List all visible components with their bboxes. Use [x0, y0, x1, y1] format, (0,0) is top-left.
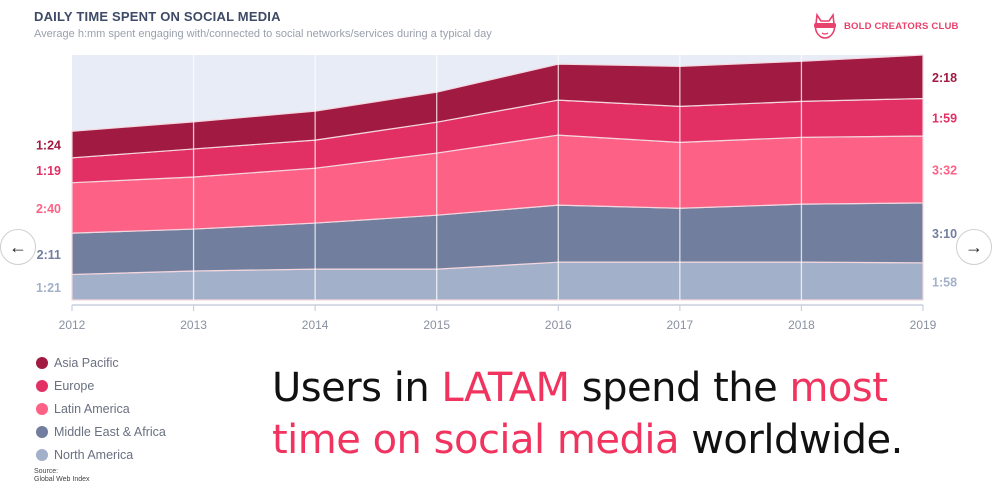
- legend-label: Europe: [54, 378, 95, 393]
- start-value-label: 1:24: [36, 139, 61, 153]
- headline-highlight: LATAM: [441, 365, 570, 411]
- end-value-label: 1:58: [932, 275, 957, 289]
- headline-line-1: Users in LATAM spend the most: [272, 362, 903, 414]
- start-value-label: 1:21: [36, 281, 61, 295]
- start-value-label: 1:19: [36, 164, 61, 178]
- chart-title: DAILY TIME SPENT ON SOCIAL MEDIA: [34, 9, 281, 24]
- x-tick-label: 2015: [423, 318, 450, 332]
- arrow-right-icon: →: [965, 236, 983, 257]
- legend-label: Latin America: [54, 401, 130, 416]
- previous-slide-button[interactable]: ←: [0, 229, 36, 265]
- area-asia-pacific: [71, 54, 924, 159]
- legend-label: Asia Pacific: [54, 355, 119, 370]
- arrow-left-icon: ←: [9, 236, 27, 257]
- headline-text: worldwide.: [678, 417, 903, 463]
- legend-item: Latin America: [36, 397, 166, 420]
- legend-swatch: [36, 402, 48, 415]
- chart-subtitle: Average h:mm spent engaging with/connect…: [34, 28, 492, 40]
- headline-text: Users in: [272, 365, 442, 411]
- end-value-label: 1:59: [932, 111, 957, 125]
- headline: Users in LATAM spend the most time on so…: [272, 362, 903, 466]
- next-slide-button[interactable]: →: [956, 229, 992, 265]
- headline-text: spend the: [569, 365, 790, 411]
- legend-item: North America: [36, 443, 166, 466]
- headline-line-2: time on social media worldwide.: [272, 414, 903, 466]
- x-tick-label: 2017: [667, 318, 694, 332]
- brand-logo: BOLD CREATORS CLUB: [812, 12, 959, 40]
- legend-item: Europe: [36, 374, 166, 397]
- legend-swatch: [36, 379, 48, 392]
- brand-name: BOLD CREATORS CLUB: [844, 20, 959, 32]
- end-value-label: 3:32: [932, 163, 957, 177]
- x-tick-label: 2013: [180, 318, 207, 332]
- x-tick-label: 2014: [302, 318, 329, 332]
- legend-item: Asia Pacific: [36, 351, 166, 374]
- x-tick-label: 2018: [788, 318, 815, 332]
- x-tick-label: 2016: [545, 318, 572, 332]
- x-tick-label: 2012: [59, 318, 86, 332]
- source-label: Source:: [34, 468, 59, 475]
- source-name: Global Web Index: [34, 476, 90, 483]
- start-value-label: 2:11: [37, 248, 61, 262]
- x-tick-label: 2019: [910, 318, 937, 332]
- stacked-area-chart: 2012 2013 2014 2015 2016 2017 2018 2019 1:21 1:58…: [36, 54, 957, 332]
- legend-label: Middle East & Africa: [54, 424, 166, 439]
- legend-swatch: [36, 448, 48, 461]
- end-value-label: 2:18: [932, 71, 957, 85]
- headline-highlight: time on social media: [272, 417, 679, 463]
- end-value-label: 3:10: [932, 227, 957, 241]
- source-note: Source: Global Web Index: [34, 468, 90, 484]
- legend-swatch: [36, 425, 48, 438]
- bulldog-icon: [814, 12, 836, 39]
- legend-item: Middle East & Africa: [36, 420, 166, 443]
- start-value-label: 2:40: [36, 202, 61, 216]
- legend-swatch: [36, 356, 48, 369]
- headline-highlight: most: [789, 365, 888, 411]
- legend-label: North America: [54, 447, 134, 462]
- legend: Asia Pacific Europe Latin America Middle Ea…: [36, 351, 166, 466]
